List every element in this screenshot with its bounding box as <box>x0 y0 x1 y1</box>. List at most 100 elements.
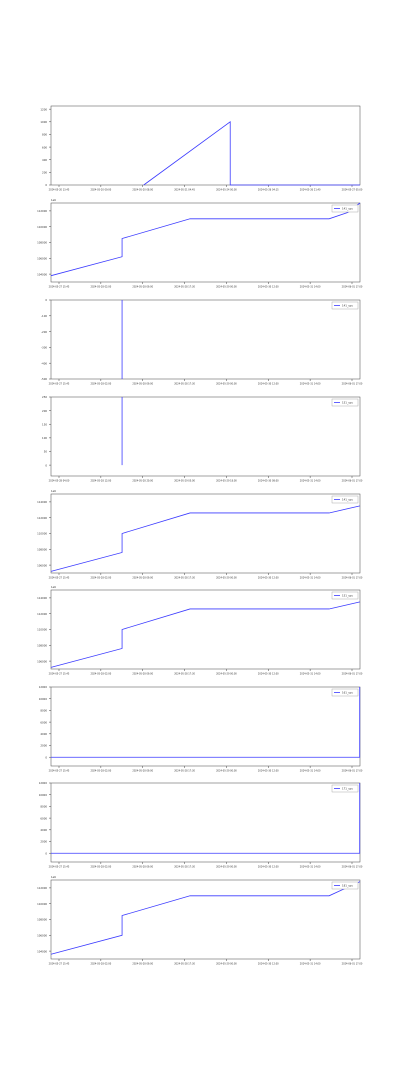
y-tick-label: 114000 <box>37 500 47 504</box>
y-tick-label: 4000 <box>40 732 47 736</box>
legend: 161_cpu <box>331 688 359 697</box>
x-tick-label: 2024-05-31 14:00 <box>300 866 321 869</box>
plot-frame <box>50 493 361 574</box>
y-tick-label: -500 <box>41 377 47 381</box>
series-line-1 <box>50 202 361 277</box>
x-tick-label: 2024-05-30 12:00 <box>258 963 279 966</box>
x-tick-label: 2024-05-28 17:30 <box>174 866 195 869</box>
x-tick-label: 2024-05-28 09:00 <box>132 673 153 676</box>
x-tick-label: 2024-05-29 00:00 <box>216 963 237 966</box>
y-tick-label: 8000 <box>40 709 47 713</box>
y-tick-label: 110000 <box>37 532 47 536</box>
legend-box <box>331 495 359 504</box>
y-tick-label: 0 <box>45 183 47 187</box>
plot-frame <box>50 396 361 477</box>
y-tick-label: 1000 <box>40 120 47 124</box>
x-tick-label: 2024-05-30 12:00 <box>258 286 279 289</box>
chart-2: 104000 106000 108000 110000 112000 2024-05-27… <box>37 198 363 289</box>
x-tick-label: 2024-05-26 04:15 <box>258 189 279 192</box>
x-tick-label: 2024-05-29 00:00 <box>216 866 237 869</box>
y-tick-label: 800 <box>42 133 47 137</box>
y-tick-label: 106000 <box>37 563 47 567</box>
x-tick-label: 2024-05-30 12:00 <box>258 577 279 580</box>
chart-7: 0 2000 4000 6000 8000 10000 12000 2024-05-27 15… <box>39 685 363 772</box>
y-tick-label: 6000 <box>40 720 47 724</box>
y-tick-label: -400 <box>41 361 47 365</box>
chart-6: 106000 108000 110000 112000 114000 2024-05-27… <box>37 585 363 676</box>
x-tick-label: 2024-05-30 12:00 <box>258 866 279 869</box>
x-tick-label: 2024-05-27 15:45 <box>49 963 70 966</box>
x-tick-label: 2024-06-01 17:00 <box>342 866 363 869</box>
plot-frame <box>50 299 361 380</box>
legend-label: 171_cpu <box>342 787 353 791</box>
x-tick-label: 2024-05-28 09:00 <box>132 383 153 386</box>
legend-box <box>331 881 359 890</box>
legend: 151_cpu <box>331 398 359 407</box>
x-tick-label: 2024-05-27 15:45 <box>49 286 70 289</box>
y-tick-label: 600 <box>42 145 47 149</box>
y-tick-label: 10000 <box>39 697 48 701</box>
x-tick-label: 2024-05-30 12:00 <box>258 673 279 676</box>
x-tick-label: 2024-05-31 14:00 <box>300 286 321 289</box>
x-tick-label: 2024-05-28 02:00 <box>91 383 112 386</box>
x-tick-label: 2024-05-30 12:00 <box>258 383 279 386</box>
legend: 151_cpu <box>331 591 359 600</box>
x-tick-label: 2024-05-28 17:30 <box>174 383 195 386</box>
legend-box <box>331 301 359 310</box>
legend-box <box>331 204 359 213</box>
y-tick-label: 0 <box>45 755 47 759</box>
x-tick-label: 2024-05-28 17:30 <box>174 673 195 676</box>
y-tick-label: 100 <box>42 436 47 440</box>
axis-offset-label: 1e6 <box>51 875 56 879</box>
x-tick-label: 2024-06-01 17:00 <box>342 383 363 386</box>
y-tick-label: 110000 <box>37 902 47 906</box>
y-tick-label: 112000 <box>37 209 47 213</box>
x-tick-label: 2024-05-28 02:00 <box>91 963 112 966</box>
x-tick-label: 2024-05-29 00:00 <box>216 383 237 386</box>
x-tick-label: 2024-05-28 04:00 <box>49 480 70 483</box>
x-tick-label: 2024-05-31 14:00 <box>300 383 321 386</box>
axis-offset-label: 1e6 <box>51 198 56 202</box>
x-tick-label: 2024-06-01 17:00 <box>342 577 363 580</box>
x-tick-label: 2024-05-28 09:00 <box>132 963 153 966</box>
legend: 181_cpu <box>331 881 359 890</box>
plot-frame <box>50 879 361 960</box>
y-tick-label: 0 <box>45 298 47 302</box>
y-tick-label: 110000 <box>37 628 47 632</box>
x-tick-label: 2024-05-29 18:00 <box>216 480 237 483</box>
y-tick-label: 2000 <box>40 744 47 748</box>
chart-9: 104000 106000 108000 110000 112000 2024-05-27… <box>37 875 363 966</box>
x-tick-label: 2024-05-29 00:00 <box>216 770 237 773</box>
legend: 171_cpu <box>331 784 359 793</box>
legend-box <box>331 688 359 697</box>
x-tick-label: 2024-05-28 02:00 <box>91 673 112 676</box>
series-line-1 <box>51 783 361 854</box>
y-tick-label: 0 <box>45 463 47 467</box>
x-tick-label: 2024-05-28 02:00 <box>91 866 112 869</box>
y-tick-label: 108000 <box>37 918 47 922</box>
x-tick-label: 2024-06-01 17:00 <box>342 480 363 483</box>
y-tick-label: 250 <box>42 395 47 399</box>
x-tick-label: 2024-05-24 00:00 <box>216 189 237 192</box>
x-tick-label: 2024-05-28 09:00 <box>132 286 153 289</box>
y-tick-label: 106000 <box>37 934 47 938</box>
y-tick-label: 12000 <box>39 685 48 689</box>
x-tick-label: 2024-05-28 17:30 <box>174 286 195 289</box>
axis-offset-label: 1e6 <box>51 585 56 589</box>
legend-box <box>331 398 359 407</box>
x-tick-label: 2024-05-28 17:30 <box>174 770 195 773</box>
x-tick-label: 2024-05-28 09:00 <box>132 577 153 580</box>
x-tick-label: 2024-05-31 14:00 <box>300 770 321 773</box>
y-tick-label: 106000 <box>37 659 47 663</box>
y-tick-label: 0 <box>45 851 47 855</box>
x-tick-label: 2024-05-21 04:45 <box>174 189 195 192</box>
legend-label: 141_cpu <box>342 304 353 308</box>
x-tick-label: 2024-05-27 05:00 <box>342 189 363 192</box>
legend-label: 141_cpu <box>342 498 353 502</box>
legend-box <box>331 591 359 600</box>
axis-offset-label: 1e6 <box>51 489 56 493</box>
y-tick-label: 8000 <box>40 805 47 809</box>
y-tick-label: 108000 <box>37 548 47 552</box>
series-line-1 <box>51 687 361 758</box>
